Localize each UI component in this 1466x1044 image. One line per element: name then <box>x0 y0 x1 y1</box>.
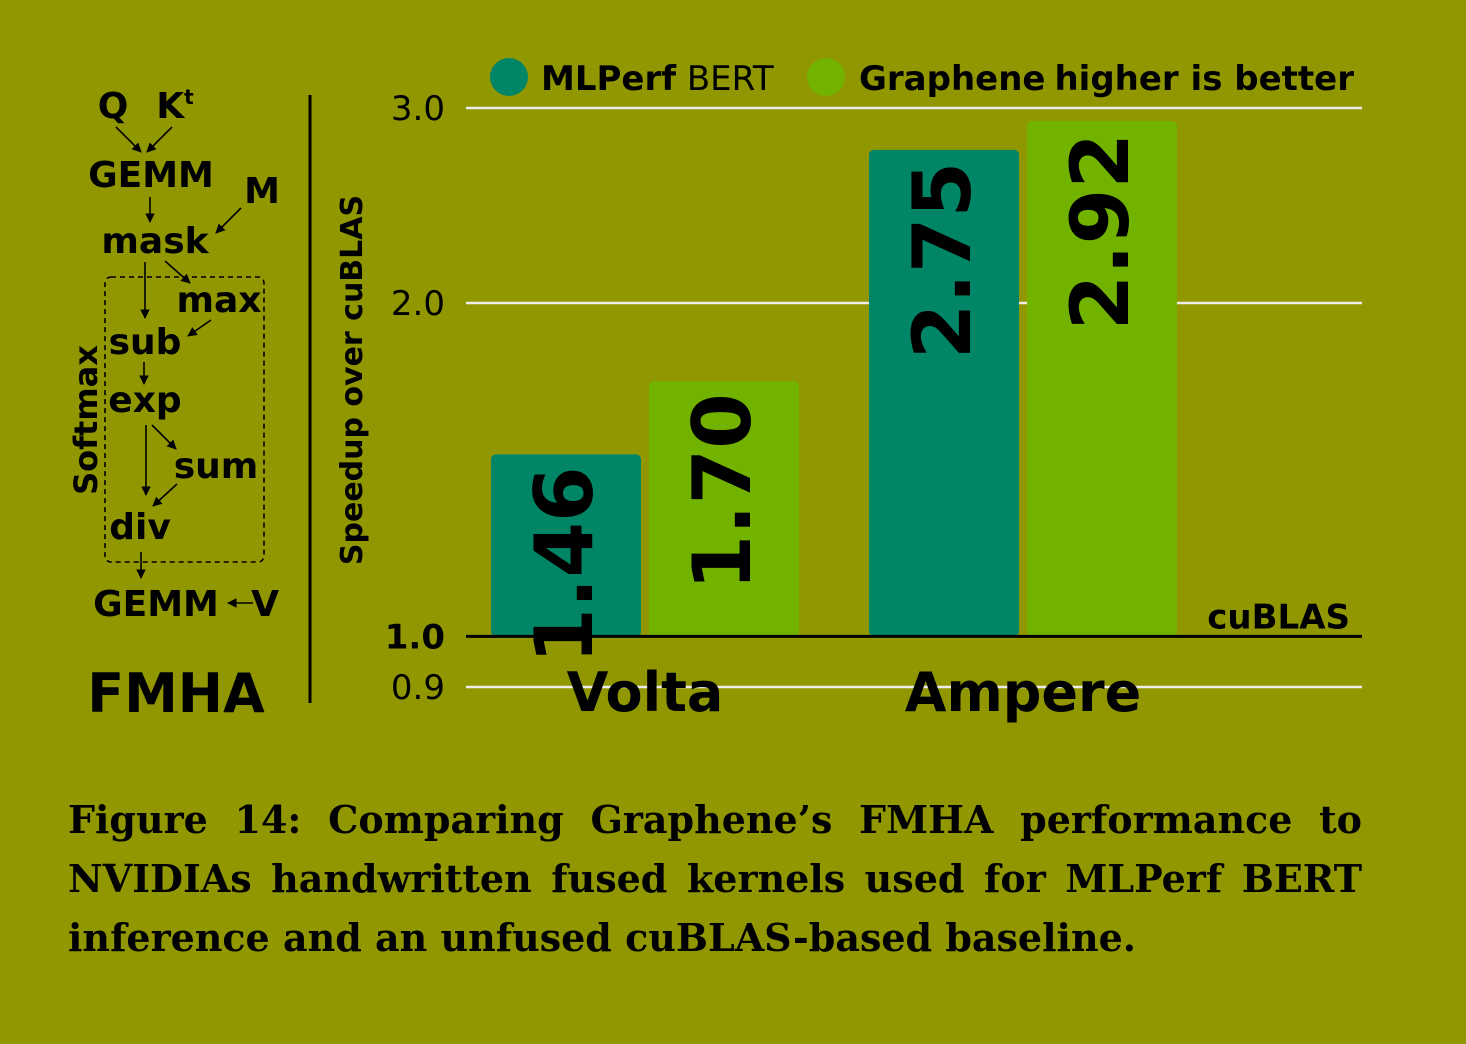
fmha-title: FMHA <box>87 662 265 725</box>
legend-marker-graphene <box>807 58 845 96</box>
node-k: Kt <box>156 85 194 127</box>
node-sum: sum <box>174 446 259 487</box>
node-v: V <box>251 584 279 625</box>
node-m: M <box>244 171 280 212</box>
annotation-higher-is-better: higher is better <box>1054 59 1354 99</box>
node-k-superscript: t <box>184 85 194 109</box>
bar-volta-mlperf-bert <box>491 454 641 637</box>
y-tick-3.0: 3.0 <box>391 89 445 129</box>
bars: 1.46 1.70 2.75 2.92 <box>491 120 1177 664</box>
bar-chart: Speedup over cuBLAS 3.0 2.0 1.0 0.9 1.46 1.7… <box>335 58 1362 724</box>
node-gemm1: GEMM <box>88 155 214 196</box>
node-exp: exp <box>108 380 181 421</box>
legend-label-graphene: Graphene <box>859 59 1046 99</box>
x-category-labels: Volta Ampere <box>567 661 1142 724</box>
bar-value-label: 2.92 <box>1054 133 1147 330</box>
node-mask: mask <box>101 221 209 262</box>
fmha-diagram: Q Kt GEMM M mask max sub exp sum div GEM… <box>67 85 280 725</box>
y-tick-1.0: 1.0 <box>385 617 445 657</box>
legend: MLPerf BERT Graphene <box>490 58 1046 99</box>
legend-marker-mlperf <box>490 58 528 96</box>
node-q: Q <box>98 86 129 127</box>
y-tick-2.0: 2.0 <box>391 284 445 324</box>
bar-value-label: 2.75 <box>896 162 989 359</box>
bar-volta-graphene <box>649 381 799 637</box>
bar-value-label: 1.70 <box>676 393 769 590</box>
bar-ampere-graphene <box>1027 120 1177 637</box>
figure-caption: Figure 14: Comparing Graphene’s FMHA per… <box>68 797 1362 960</box>
node-max: max <box>176 280 261 321</box>
figure: Q Kt GEMM M mask max sub exp sum div GEM… <box>67 58 1362 725</box>
node-div: div <box>109 507 171 548</box>
softmax-label: Softmax <box>67 345 105 495</box>
baseline-label: cuBLAS <box>1207 597 1350 637</box>
y-tick-labels: 3.0 2.0 1.0 0.9 <box>385 89 445 708</box>
x-category-volta: Volta <box>567 661 724 724</box>
y-tick-0.9: 0.9 <box>391 668 445 708</box>
diagram-arrows <box>115 126 253 608</box>
node-sub: sub <box>109 322 182 363</box>
legend-label-mlperf: MLPerf BERT <box>541 59 774 99</box>
bar-ampere-mlperf-bert <box>869 149 1019 637</box>
x-category-ampere: Ampere <box>905 661 1142 724</box>
node-gemm2: GEMM <box>93 584 219 625</box>
bar-value-label: 1.46 <box>518 466 611 663</box>
y-axis-label: Speedup over cuBLAS <box>335 195 370 565</box>
